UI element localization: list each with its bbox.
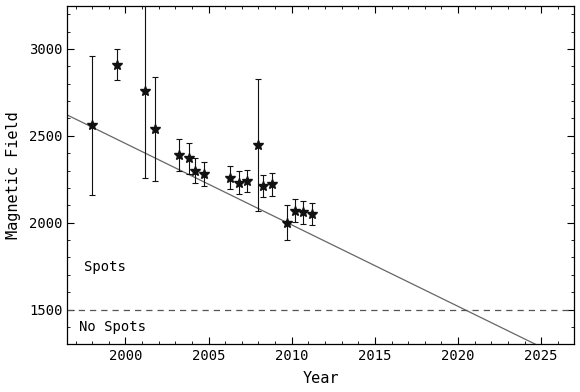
Text: Spots: Spots [84, 260, 126, 274]
Text: No Spots: No Spots [79, 320, 146, 334]
X-axis label: Year: Year [303, 372, 339, 387]
Y-axis label: Magnetic Field: Magnetic Field [6, 111, 20, 239]
